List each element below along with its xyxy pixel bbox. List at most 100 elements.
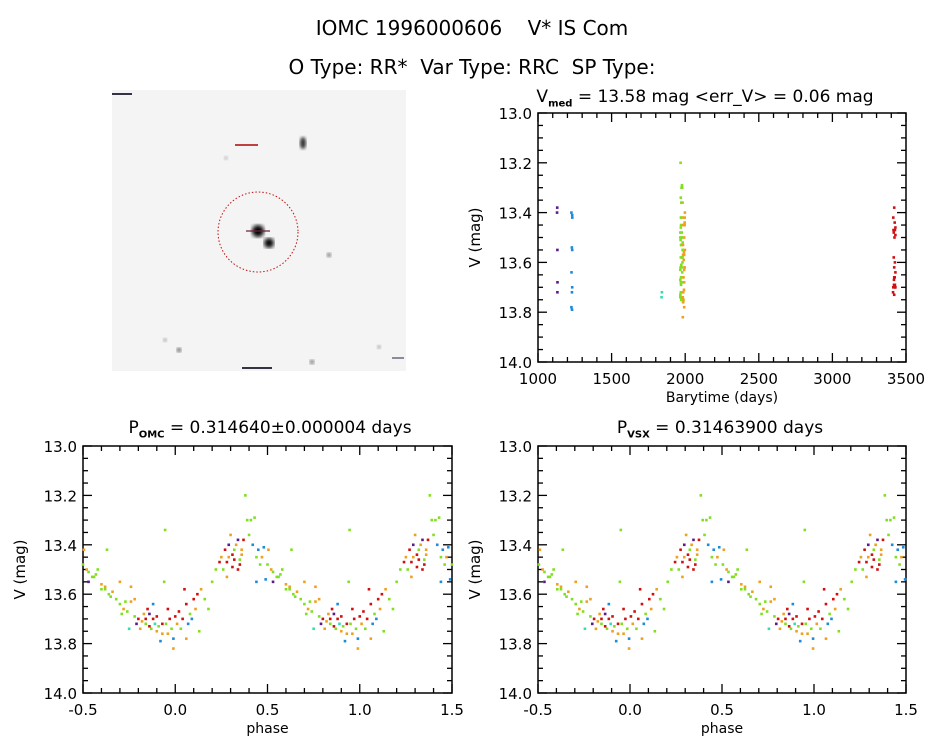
data-point: [175, 622, 179, 626]
data-point: [712, 548, 716, 552]
x-axis-label: phase: [701, 721, 743, 737]
data-point: [891, 216, 895, 219]
data-point: [258, 563, 262, 566]
data-point: [585, 585, 589, 589]
data-point: [369, 637, 373, 640]
data-point: [679, 298, 683, 302]
data-point: [341, 625, 345, 628]
data-point: [787, 612, 791, 616]
data-point: [236, 568, 240, 571]
data-point: [673, 560, 677, 564]
data-point: [627, 647, 631, 650]
data-point: [681, 276, 685, 279]
data-point: [166, 607, 170, 611]
star: [224, 156, 228, 160]
data-point: [172, 647, 175, 650]
plot-frame: [537, 112, 907, 363]
data-point: [245, 518, 249, 522]
y-tick-label: 13.2: [499, 487, 532, 505]
title-rest: = 0.314640±0.000004 days: [164, 418, 412, 438]
data-point: [308, 600, 312, 603]
data-point: [107, 592, 111, 596]
data-point: [267, 548, 270, 552]
data-point: [725, 568, 728, 571]
y-axis-label: V (mag): [466, 539, 484, 599]
data-point: [686, 565, 690, 569]
data-point: [293, 595, 297, 598]
data-point: [681, 216, 685, 219]
data-point: [317, 597, 321, 601]
data-point: [784, 617, 787, 621]
data-point: [710, 555, 714, 559]
data-point: [635, 627, 638, 631]
data-point: [556, 587, 559, 591]
data-point: [227, 543, 231, 547]
data-point: [625, 627, 629, 631]
data-point: [694, 563, 697, 566]
data-point: [356, 637, 360, 640]
data-point: [660, 290, 664, 294]
data-point: [754, 597, 758, 601]
data-point: [692, 568, 695, 571]
data-point: [683, 248, 687, 252]
data-point: [679, 223, 683, 227]
data-point: [653, 629, 657, 633]
phase-omc-plot: -0.5 0.0 0.5 1.0 1.5 13.0 13.2 13.4 13.6 13.8 14.0…: [11, 438, 464, 737]
data-point: [347, 580, 350, 584]
data-point: [681, 300, 685, 304]
data-point: [550, 573, 554, 576]
x-tick-label: 1500: [593, 370, 631, 388]
x-tick-label: 0.0: [163, 701, 187, 719]
data-point: [806, 607, 809, 611]
data-point: [787, 625, 791, 628]
data-point: [655, 587, 658, 591]
data-point: [327, 612, 330, 616]
data-point: [556, 583, 559, 586]
data-point: [619, 528, 623, 532]
timeseries-plot: 1000 1500 2000 2500 3000 3500 13.0 13.2 13.4 13.6…: [466, 105, 925, 406]
plot-frame: [537, 445, 907, 694]
data-point: [822, 587, 826, 591]
data-point: [681, 290, 685, 294]
data-point: [234, 543, 238, 547]
data-point: [706, 543, 710, 547]
y-tick-label: 14.0: [499, 685, 532, 703]
data-point: [325, 620, 328, 623]
data-point: [367, 587, 371, 591]
data-point: [561, 548, 565, 552]
data-point: [328, 617, 332, 621]
data-point: [87, 570, 90, 574]
data-point: [681, 295, 685, 299]
data-point: [631, 622, 635, 626]
data-point: [872, 558, 876, 561]
data-point: [271, 580, 275, 584]
data-point: [892, 283, 896, 287]
page-title: IOMC 1996000606 V* IS Com: [315, 16, 629, 40]
data-point: [242, 538, 245, 542]
data-point: [280, 568, 284, 571]
sky-image-drawing: [112, 90, 406, 371]
data-point: [556, 290, 559, 294]
data-point: [800, 622, 804, 626]
data-point: [251, 543, 255, 547]
data-point: [699, 494, 703, 497]
data-point: [603, 625, 607, 628]
data-point: [681, 243, 685, 247]
data-point: [349, 622, 352, 626]
y-tick-label: 13.6: [44, 586, 77, 604]
data-point: [681, 575, 684, 579]
data-point: [585, 600, 589, 603]
data-point: [640, 602, 644, 606]
data-point: [162, 580, 166, 584]
data-point: [435, 543, 439, 547]
data-point: [570, 305, 573, 309]
data-point: [811, 647, 815, 650]
data-point: [570, 308, 574, 312]
data-point: [384, 587, 387, 591]
data-point: [148, 625, 151, 628]
data-point: [872, 548, 876, 552]
data-point: [127, 627, 131, 631]
data-point: [149, 627, 153, 631]
data-point: [541, 568, 544, 571]
data-point: [260, 555, 264, 559]
